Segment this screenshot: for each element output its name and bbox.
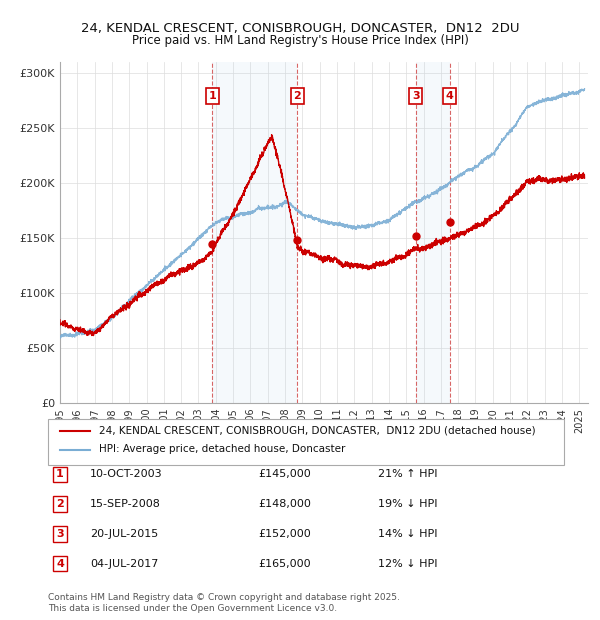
Text: £152,000: £152,000 [258, 529, 311, 539]
Text: 4: 4 [446, 91, 454, 101]
Text: 3: 3 [412, 91, 419, 101]
Text: 1: 1 [56, 469, 64, 479]
Text: 2: 2 [293, 91, 301, 101]
Text: 1: 1 [208, 91, 216, 101]
Text: 04-JUL-2017: 04-JUL-2017 [90, 559, 158, 569]
Text: £165,000: £165,000 [258, 559, 311, 569]
Text: Price paid vs. HM Land Registry's House Price Index (HPI): Price paid vs. HM Land Registry's House … [131, 34, 469, 47]
Text: 14% ↓ HPI: 14% ↓ HPI [378, 529, 437, 539]
Text: 15-SEP-2008: 15-SEP-2008 [90, 499, 161, 509]
Text: Contains HM Land Registry data © Crown copyright and database right 2025.
This d: Contains HM Land Registry data © Crown c… [48, 593, 400, 613]
Text: 4: 4 [56, 559, 64, 569]
Text: £145,000: £145,000 [258, 469, 311, 479]
Bar [416, 62, 449, 403]
Bar [212, 62, 298, 403]
Text: 24, KENDAL CRESCENT, CONISBROUGH, DONCASTER,  DN12  2DU: 24, KENDAL CRESCENT, CONISBROUGH, DONCAS… [81, 22, 519, 35]
Text: 12% ↓ HPI: 12% ↓ HPI [378, 559, 437, 569]
Text: 24, KENDAL CRESCENT, CONISBROUGH, DONCASTER,  DN12 2DU (detached house): 24, KENDAL CRESCENT, CONISBROUGH, DONCAS… [99, 426, 536, 436]
Text: 2: 2 [56, 499, 64, 509]
Text: £148,000: £148,000 [258, 499, 311, 509]
Text: 19% ↓ HPI: 19% ↓ HPI [378, 499, 437, 509]
Text: 10-OCT-2003: 10-OCT-2003 [90, 469, 163, 479]
Text: 20-JUL-2015: 20-JUL-2015 [90, 529, 158, 539]
Text: 3: 3 [56, 529, 64, 539]
Text: HPI: Average price, detached house, Doncaster: HPI: Average price, detached house, Donc… [99, 445, 346, 454]
Text: 21% ↑ HPI: 21% ↑ HPI [378, 469, 437, 479]
